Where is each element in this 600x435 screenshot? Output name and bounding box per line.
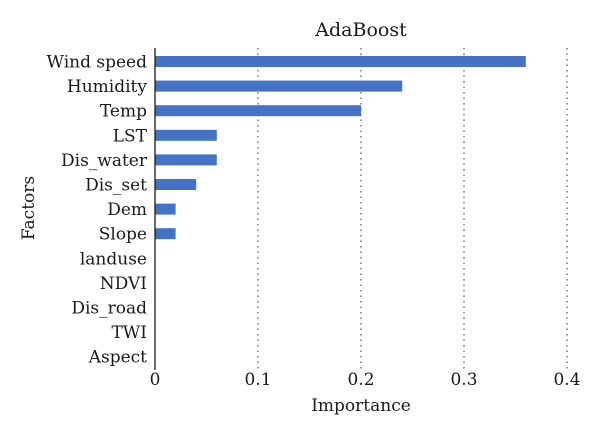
x-tick-label: 0.2 bbox=[347, 370, 374, 390]
category-label: Dis_road bbox=[71, 299, 147, 319]
y-axis-title: Factors bbox=[19, 176, 39, 240]
gridlines bbox=[257, 48, 568, 370]
x-axis-title: Importance bbox=[311, 396, 411, 416]
x-tick-label: 0.3 bbox=[450, 370, 477, 390]
bar-slope bbox=[155, 228, 176, 240]
category-label: Aspect bbox=[88, 348, 147, 368]
bar-dis-water bbox=[155, 154, 217, 166]
bar-lst bbox=[155, 129, 217, 141]
x-tick-label: 0.1 bbox=[244, 370, 271, 390]
category-label: Dis_set bbox=[85, 176, 147, 196]
category-labels: Wind speed Humidity Temp LST Dis_water Dis_se… bbox=[47, 53, 148, 368]
category-label: LST bbox=[113, 126, 148, 146]
category-label: Humidity bbox=[67, 77, 147, 97]
category-label: Slope bbox=[99, 225, 147, 245]
category-label: Dem bbox=[107, 200, 147, 220]
bar-humidity bbox=[155, 80, 403, 92]
bar-wind-speed bbox=[155, 56, 526, 67]
bar-temp bbox=[155, 105, 361, 117]
category-label: NDVI bbox=[100, 274, 147, 294]
chart-title: AdaBoost bbox=[314, 19, 407, 41]
bar-dis-set bbox=[155, 179, 197, 190]
category-label: Dis_water bbox=[61, 151, 148, 171]
x-tick-label: 0.4 bbox=[553, 370, 580, 390]
category-label: TWI bbox=[111, 323, 147, 343]
category-label: Wind speed bbox=[47, 53, 148, 73]
x-tick-labels: 0 0.1 0.2 0.3 0.4 bbox=[150, 370, 581, 390]
category-label: Temp bbox=[100, 102, 147, 122]
category-label: landuse bbox=[80, 249, 147, 269]
x-tick-label: 0 bbox=[150, 370, 161, 390]
bar-dem bbox=[155, 203, 176, 215]
bars bbox=[155, 56, 526, 240]
